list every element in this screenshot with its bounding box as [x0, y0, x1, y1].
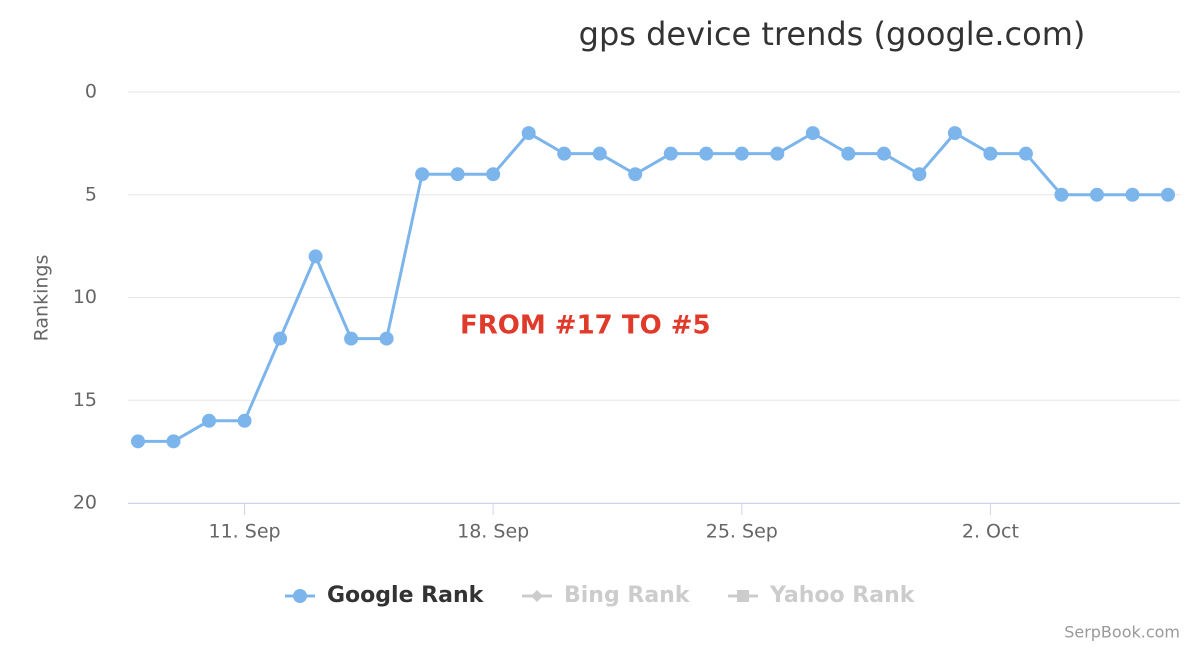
data-point: [557, 146, 572, 161]
data-point: [486, 167, 501, 182]
data-point: [202, 413, 217, 428]
legend-marker: [293, 589, 307, 603]
legend-label[interactable]: Yahoo Rank: [769, 583, 916, 608]
data-point: [450, 167, 465, 182]
data-point: [770, 146, 785, 161]
data-point: [344, 331, 359, 346]
data-point: [308, 249, 323, 264]
legend-marker: [737, 590, 749, 602]
credit: SerpBook.com: [1064, 623, 1180, 642]
data-point: [805, 126, 820, 141]
data-point: [1161, 187, 1175, 202]
data-point: [415, 167, 430, 182]
x-tick-label: 18. Sep: [457, 521, 529, 543]
data-point: [841, 146, 856, 161]
data-point: [876, 146, 891, 161]
x-tick-label: 2. Oct: [962, 521, 1019, 543]
data-point: [734, 146, 749, 161]
data-point: [699, 146, 714, 161]
x-tick-label: 11. Sep: [209, 521, 281, 543]
data-point: [663, 146, 678, 161]
data-point: [379, 331, 394, 346]
y-axis-title: Rankings: [31, 255, 53, 342]
y-tick-label: 20: [73, 492, 97, 514]
data-point: [273, 331, 288, 346]
y-tick-label: 10: [73, 286, 97, 308]
legend-marker: [531, 590, 543, 602]
legend-label[interactable]: Bing Rank: [564, 583, 691, 608]
data-point: [1018, 146, 1033, 161]
series-line: [138, 131, 1168, 443]
y-tick-label: 0: [85, 81, 97, 103]
data-point: [983, 146, 998, 161]
data-point: [628, 167, 643, 182]
chart-title: gps device trends (google.com): [579, 15, 1086, 53]
data-point: [166, 434, 181, 449]
x-tick-label: 25. Sep: [706, 521, 778, 543]
data-point: [131, 434, 145, 449]
data-point: [1125, 187, 1140, 202]
data-point: [592, 146, 607, 161]
data-point: [1054, 187, 1069, 202]
y-tick-label: 5: [85, 183, 97, 205]
data-point: [237, 413, 252, 428]
annotation: FROM #17 TO #5: [460, 311, 711, 341]
legend-label[interactable]: Google Rank: [327, 583, 485, 608]
data-point: [521, 126, 536, 141]
y-tick-label: 15: [73, 389, 97, 411]
data-point: [912, 167, 927, 182]
data-point: [947, 126, 962, 141]
data-point: [1089, 187, 1104, 202]
